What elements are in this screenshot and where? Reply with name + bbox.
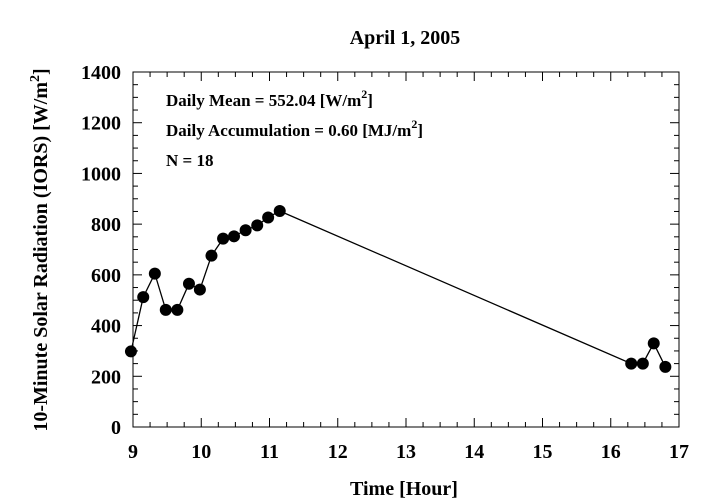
y-tick-label: 1000 [81, 163, 121, 185]
y-axis-ticks: 0 200 400 600 800 1000 1200 1400 [81, 62, 679, 439]
annotation-text: Daily Mean = 552.04 [W/m [166, 91, 361, 110]
annotation-end: ] [367, 91, 373, 110]
x-tick-label: 16 [601, 441, 621, 463]
data-point [182, 277, 195, 290]
data-point [636, 357, 649, 370]
data-point [124, 345, 137, 358]
x-tick-label: 10 [191, 441, 211, 463]
data-point [239, 224, 252, 237]
y-tick-label: 600 [91, 265, 121, 287]
x-tick-label: 17 [669, 441, 689, 463]
y-tick-label: 800 [91, 214, 121, 236]
series-line [130, 210, 666, 368]
data-point [171, 303, 184, 316]
x-tick-label: 11 [260, 441, 279, 463]
y-tick-label: 1400 [81, 62, 121, 84]
data-point [659, 360, 672, 373]
annotation-text: Daily Accumulation = 0.60 [MJ/m [166, 121, 411, 140]
data-point [647, 337, 660, 350]
annotation-end: ] [417, 121, 423, 140]
x-tick-label: 13 [396, 441, 416, 463]
data-point [251, 219, 264, 232]
y-tick-label: 1200 [81, 113, 121, 135]
y-tick-label: 0 [111, 417, 121, 439]
data-point [193, 283, 206, 296]
series-points [124, 204, 672, 373]
x-tick-label: 14 [464, 441, 484, 463]
y-axis-label-superscript: 2 [28, 75, 43, 82]
annotations: Daily Mean = 552.04 [W/m2]Daily Accumula… [166, 87, 423, 170]
data-point [273, 204, 286, 217]
x-tick-label: 15 [533, 441, 553, 463]
annotation-line: Daily Mean = 552.04 [W/m2] [166, 87, 373, 110]
data-point [262, 211, 275, 224]
data-point [217, 232, 230, 245]
data-point [228, 230, 241, 243]
y-axis-label-text: 10-Minute Solar Radiation (IORS) [W/m [30, 82, 52, 432]
x-tick-label: 9 [128, 441, 138, 463]
annotation-line: Daily Accumulation = 0.60 [MJ/m2] [166, 117, 423, 140]
data-point [205, 249, 218, 262]
data-point [137, 291, 150, 304]
annotation-superscript: 2 [361, 87, 367, 101]
data-point [159, 303, 172, 316]
data-point [625, 357, 638, 370]
y-tick-label: 200 [91, 366, 121, 388]
annotation-line: N = 18 [166, 151, 213, 170]
y-axis-label: 10-Minute Solar Radiation (IORS) [W/m2] [28, 68, 52, 431]
y-axis-label-end: ] [30, 68, 52, 75]
annotation-superscript: 2 [411, 117, 417, 131]
y-tick-label: 400 [91, 316, 121, 338]
annotation-text: N = 18 [166, 151, 213, 170]
x-axis-ticks: 9 10 11 12 13 14 15 16 17 [128, 72, 689, 463]
data-point [148, 267, 161, 280]
x-tick-label: 12 [328, 441, 348, 463]
x-axis-label: Time [Hour] [350, 478, 458, 500]
chart-title: April 1, 2005 [350, 27, 461, 49]
